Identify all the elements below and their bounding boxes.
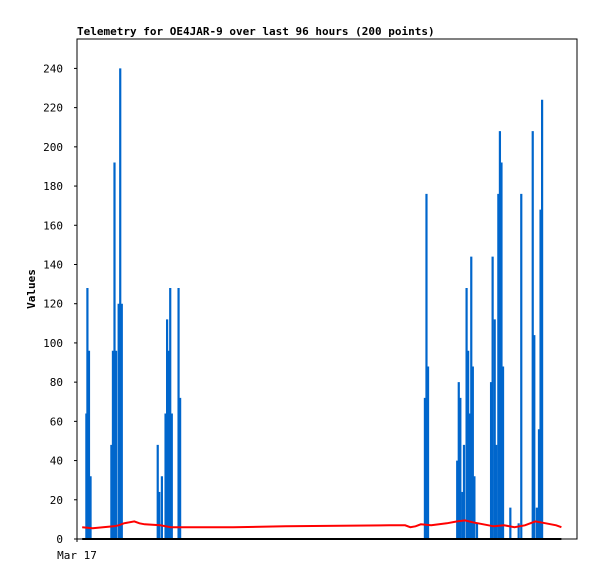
y-tick-label: 160 bbox=[43, 219, 63, 232]
y-tick-label: 120 bbox=[43, 298, 63, 311]
x-tick-label: Mar 17 bbox=[57, 549, 97, 562]
series-1 bbox=[82, 519, 562, 530]
chart-title: Telemetry for OE4JAR-9 over last 96 hour… bbox=[77, 25, 435, 38]
series-layer bbox=[82, 68, 562, 540]
y-tick-label: 240 bbox=[43, 62, 63, 75]
y-tick-label: 140 bbox=[43, 258, 63, 271]
y-tick-label: 60 bbox=[50, 415, 63, 428]
y-tick-label: 200 bbox=[43, 141, 63, 154]
series-0 bbox=[85, 68, 544, 539]
series-line bbox=[82, 519, 562, 530]
y-tick-label: 100 bbox=[43, 337, 63, 350]
y-tick-label: 40 bbox=[50, 455, 63, 468]
y-axis-label: Values bbox=[25, 269, 38, 309]
x-axis: Mar 17 bbox=[57, 539, 97, 562]
y-tick-label: 80 bbox=[50, 376, 63, 389]
y-tick-label: 0 bbox=[56, 533, 63, 546]
y-tick-label: 220 bbox=[43, 102, 63, 115]
y-axis: 0 20 40 60 80 100 120 140 160 180 200 220 240 bbox=[43, 62, 77, 546]
y-tick-label: 180 bbox=[43, 180, 63, 193]
y-tick-label: 20 bbox=[50, 494, 63, 507]
